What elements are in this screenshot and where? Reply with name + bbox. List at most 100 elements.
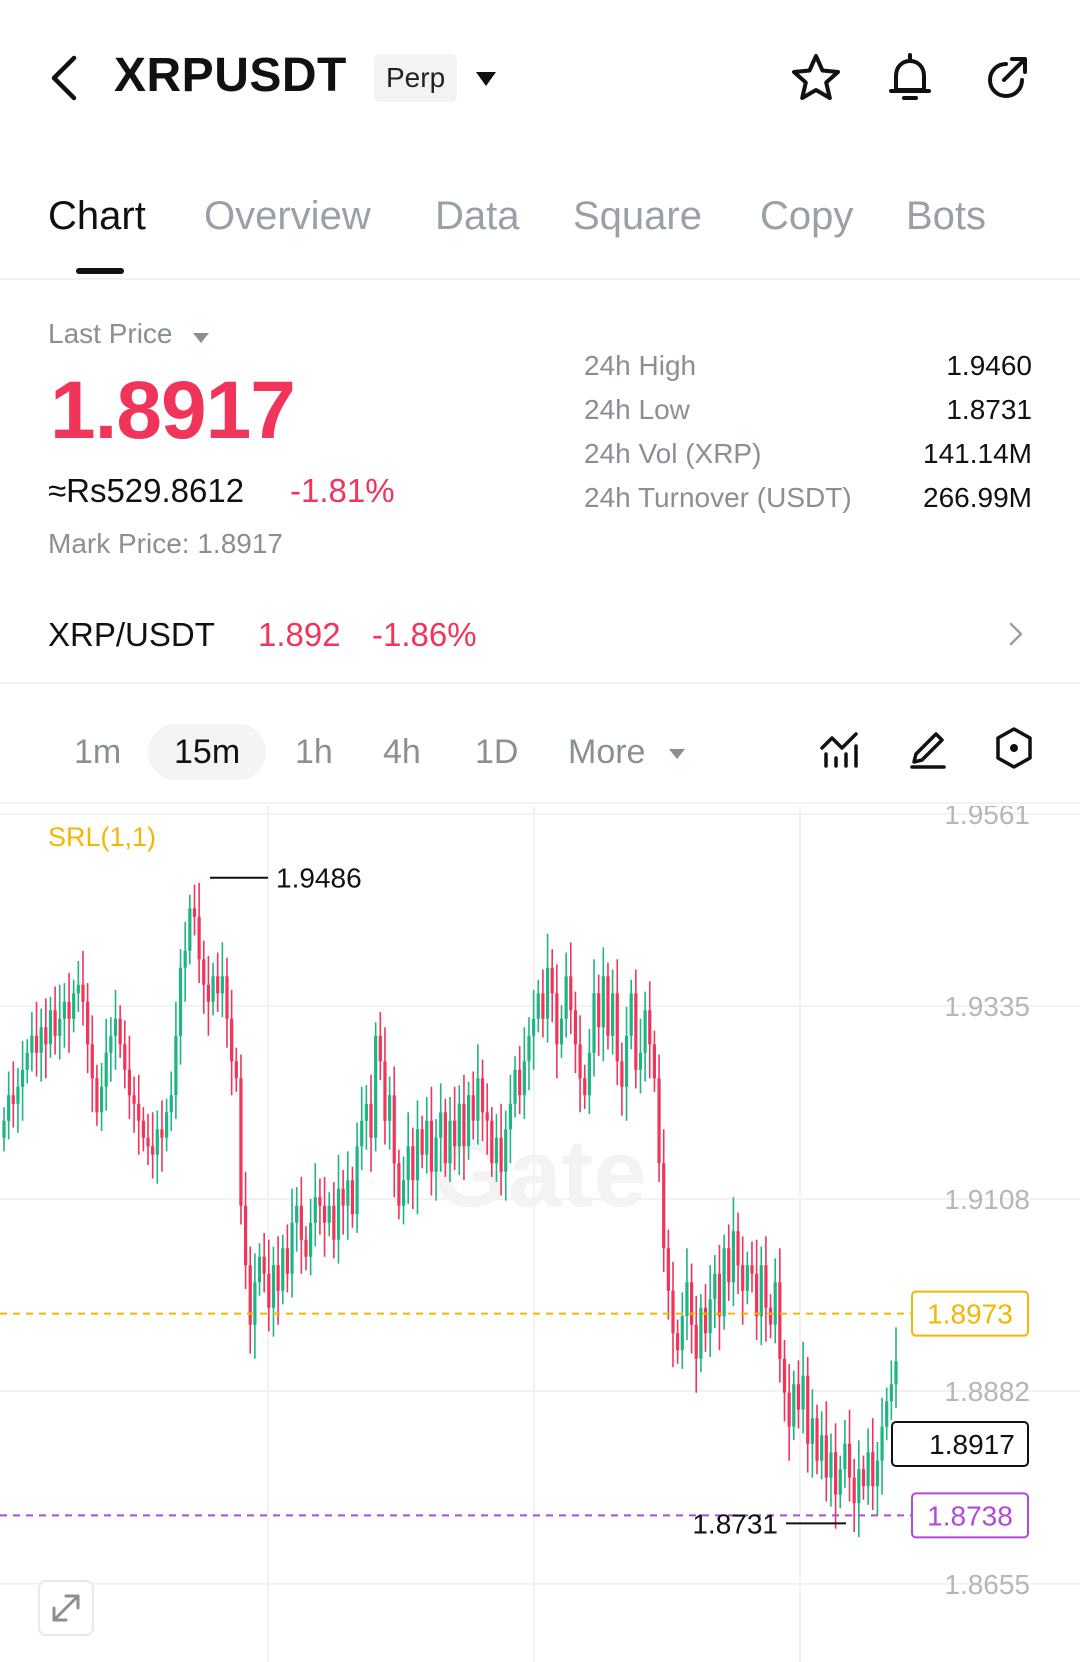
candle-body	[374, 1035, 378, 1138]
candle-body	[750, 1265, 754, 1274]
candle-body	[838, 1469, 842, 1495]
candle-body	[183, 950, 187, 968]
expand-chart-button[interactable]	[38, 1580, 94, 1636]
candle-body	[420, 1129, 424, 1155]
interval-15m[interactable]: 15m	[148, 724, 267, 780]
tab-square[interactable]: Square	[573, 194, 702, 238]
candle-body	[453, 1120, 457, 1147]
candle-body	[211, 976, 215, 1002]
candle-body	[118, 1018, 122, 1045]
candle-body	[234, 1061, 238, 1079]
candle-body	[160, 1129, 164, 1138]
interval-4h[interactable]: 4h	[383, 733, 421, 771]
candle-body	[62, 1001, 66, 1019]
interval-toolbar: 1m 15m 1h 4h 1D More	[0, 700, 1080, 804]
tab-overview[interactable]: Overview	[204, 194, 371, 238]
candle-body	[313, 1197, 317, 1223]
star-icon[interactable]	[788, 50, 844, 106]
candle-body	[885, 1401, 889, 1427]
candle-body	[504, 1129, 508, 1172]
candle-body	[20, 1069, 25, 1087]
candle-body	[225, 976, 229, 1019]
candle-body	[736, 1231, 740, 1266]
candle-body	[778, 1282, 782, 1359]
candle-body	[434, 1137, 438, 1172]
candle-body	[685, 1282, 689, 1317]
indicators-icon[interactable]	[816, 724, 864, 772]
candle-body	[192, 908, 197, 917]
low-marker-label: 1.8731	[692, 1508, 778, 1539]
stat-row-turnover: 24h Turnover (USDT) 266.99M	[584, 482, 1032, 526]
draw-pen-icon[interactable]	[904, 724, 952, 772]
candle-body	[852, 1477, 856, 1504]
srl-upper-box	[911, 1290, 1029, 1337]
candle-body	[257, 1256, 262, 1283]
interval-more[interactable]: More	[568, 733, 646, 771]
chart-grid	[0, 806, 1080, 1662]
tab-bots[interactable]: Bots	[906, 194, 987, 238]
candle-body	[764, 1265, 768, 1308]
tab-chart[interactable]: Chart	[48, 194, 146, 238]
caret-down-icon[interactable]	[192, 332, 210, 344]
candle-body	[652, 1044, 657, 1079]
candle-body	[555, 993, 559, 1045]
candle-body	[355, 1146, 359, 1215]
candle-body	[606, 976, 610, 1036]
candle-body	[773, 1282, 777, 1325]
caret-down-icon[interactable]	[668, 748, 686, 760]
price-chart[interactable]: Gate 1.9486 1.8973 1.8738 1.8731 1.8917 1.95…	[0, 806, 1080, 1662]
candle-body	[104, 1052, 108, 1087]
candle-body	[350, 1180, 355, 1215]
interval-1m[interactable]: 1m	[74, 733, 122, 771]
candle-body	[583, 1078, 587, 1096]
spot-market-link[interactable]: XRP/USDT 1.892 -1.86%	[0, 596, 1080, 684]
candle-body	[476, 1078, 480, 1121]
current-price-box	[891, 1421, 1029, 1467]
candle-body	[44, 1027, 48, 1045]
stat-value: 141.14M	[923, 438, 1032, 469]
candle-body	[755, 1273, 759, 1317]
candle-body	[578, 1044, 582, 1079]
candle-body	[220, 976, 224, 994]
candle-body	[843, 1443, 847, 1470]
tab-data[interactable]: Data	[435, 194, 520, 238]
symbol-title[interactable]: XRPUSDT	[114, 49, 347, 102]
last-price-label[interactable]: Last Price	[48, 318, 173, 349]
candle-body	[290, 1222, 294, 1274]
candle-body	[559, 1018, 564, 1045]
candle-body	[95, 1078, 99, 1113]
active-tab-indicator	[76, 268, 124, 274]
candle-body	[518, 1069, 522, 1096]
bell-icon[interactable]	[882, 50, 938, 106]
candle-body	[522, 1061, 526, 1096]
stat-row-high: 24h High 1.9460	[584, 350, 1032, 394]
stat-label: 24h Low	[584, 394, 690, 425]
candle-body	[309, 1222, 313, 1257]
candle-body	[239, 1078, 243, 1206]
candle-body	[490, 1120, 494, 1164]
candle-body	[759, 1265, 763, 1317]
main-tabs: Chart Overview Data Square Copy Bots	[0, 176, 1080, 280]
interval-1h[interactable]: 1h	[295, 733, 333, 771]
candle-body	[336, 1188, 341, 1240]
interval-1d[interactable]: 1D	[475, 733, 519, 771]
settings-hex-icon[interactable]	[990, 724, 1038, 772]
candle-body	[2, 1120, 6, 1138]
back-icon[interactable]	[44, 52, 84, 104]
candle-body	[364, 1103, 368, 1121]
indicator-label[interactable]: SRL(1,1)	[48, 822, 157, 852]
candle-body	[216, 976, 220, 994]
dropdown-caret-icon[interactable]	[472, 68, 500, 90]
share-icon[interactable]	[978, 50, 1034, 106]
tab-copy[interactable]: Copy	[760, 194, 854, 238]
candle-body	[397, 1163, 401, 1206]
candle-body	[847, 1443, 852, 1478]
candle-body	[541, 993, 545, 1019]
local-currency-price: ≈Rs529.8612	[48, 472, 245, 509]
candle-body	[392, 1095, 396, 1164]
price-axis: 1.9561 1.9335 1.9108 1.8882 1.8655	[944, 806, 1030, 1600]
candle-body	[72, 993, 76, 1019]
candle-body	[768, 1307, 773, 1325]
candle-body	[875, 1460, 880, 1487]
